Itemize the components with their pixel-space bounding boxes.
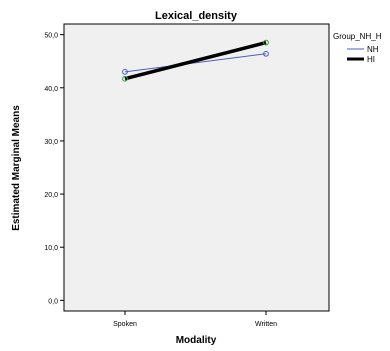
y-tick-label: 0,0 xyxy=(48,298,58,305)
y-tick-label: 30,0 xyxy=(44,139,58,146)
legend-label-nh: NH xyxy=(367,45,379,54)
series-point-hi xyxy=(263,39,269,46)
plot-area xyxy=(63,23,330,312)
series-point-nh xyxy=(263,50,269,57)
y-tick-label: 50,0 xyxy=(44,33,58,40)
series-line-hi xyxy=(124,40,267,81)
y-axis-label: Estimated Marginal Means xyxy=(11,105,22,231)
chart-title: Lexical_density xyxy=(155,10,238,22)
x-axis-label: Modality xyxy=(176,335,217,346)
x-tick-label: Spoken xyxy=(113,321,137,328)
y-axis: 0,0 10,0 20,0 30,0 40,0 50,0 xyxy=(44,33,64,305)
legend-label-hi: HI xyxy=(367,55,375,64)
series-line-nh xyxy=(124,53,267,73)
x-axis: Spoken Written xyxy=(113,311,277,328)
series-point-hi xyxy=(122,75,128,82)
x-tick-label: Written xyxy=(255,321,277,328)
y-tick-label: 20,0 xyxy=(44,192,58,199)
y-tick-label: 10,0 xyxy=(44,245,58,252)
series-point-nh xyxy=(122,68,128,75)
legend-title: Group_NH_H xyxy=(333,32,382,41)
series-layer xyxy=(122,39,269,82)
y-tick-label: 40,0 xyxy=(44,86,58,93)
